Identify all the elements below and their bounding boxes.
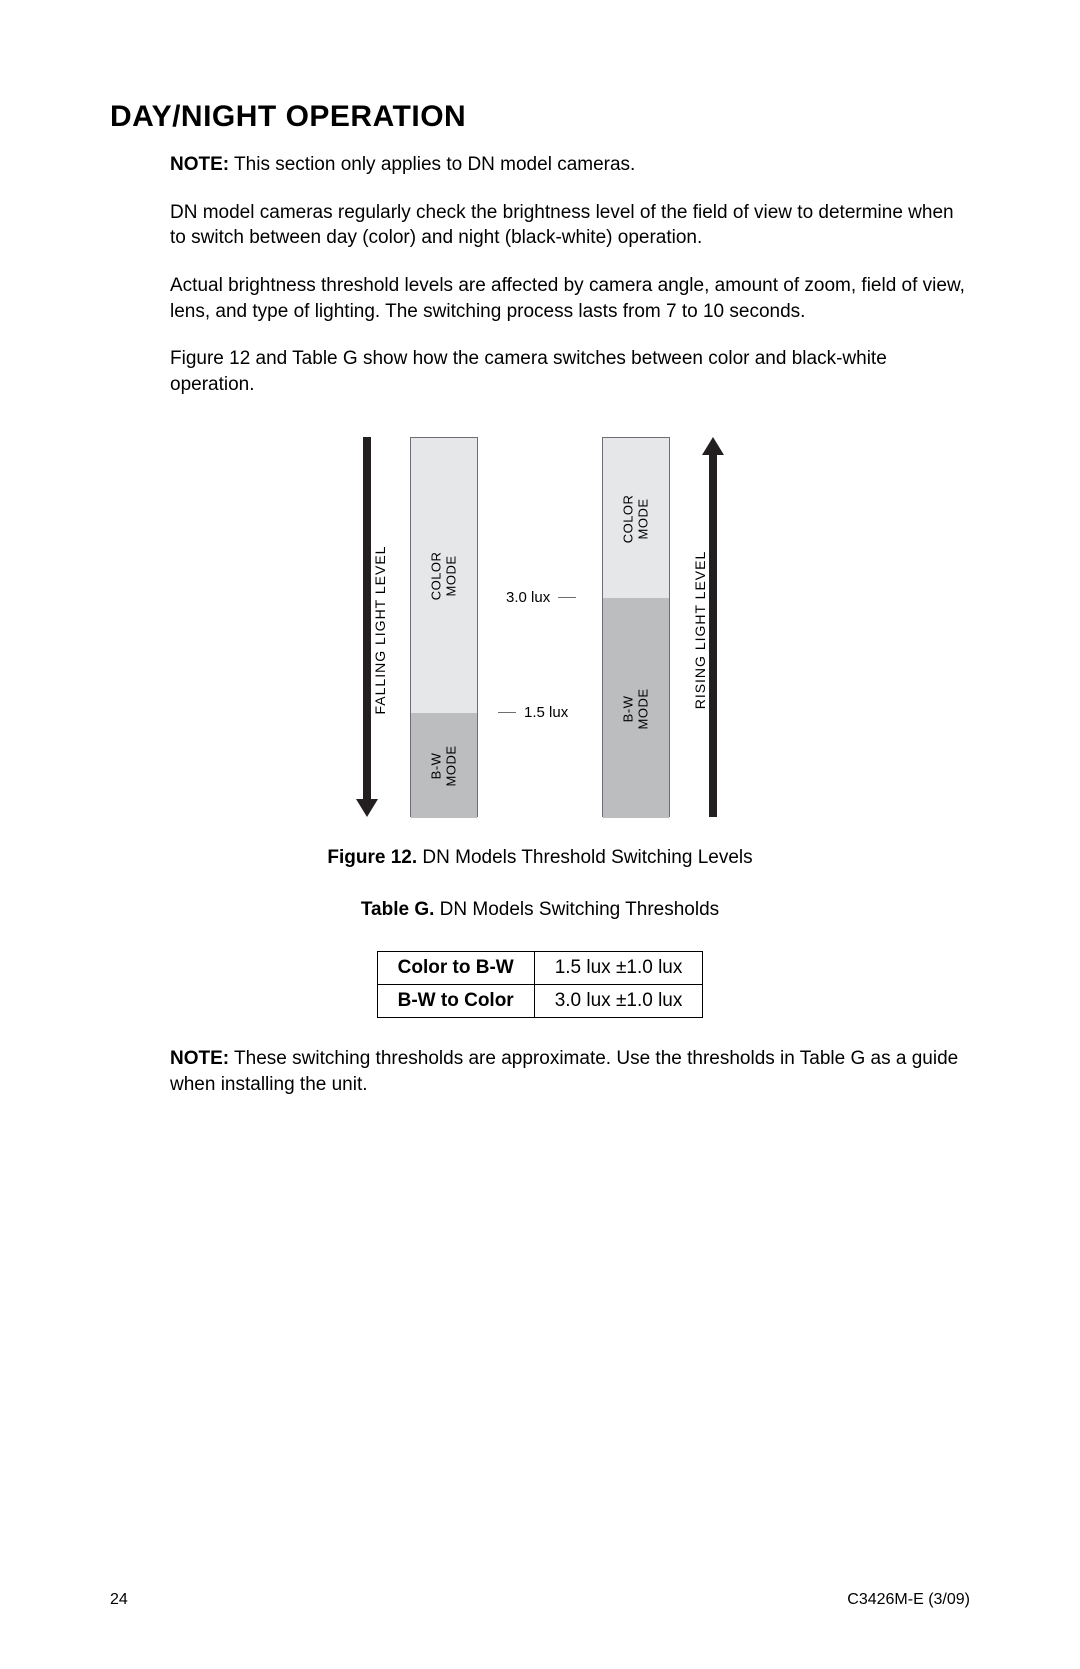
figure-12-inner: FALLING LIGHT LEVEL COLORMODE B-WMODE 3.… bbox=[360, 437, 720, 817]
figure-caption-bold: Figure 12. bbox=[327, 847, 417, 868]
figure-12: FALLING LIGHT LEVEL COLORMODE B-WMODE 3.… bbox=[110, 437, 970, 817]
right-bar: COLORMODE B-WMODE bbox=[602, 437, 670, 817]
right-bar-color-seg: COLORMODE bbox=[603, 438, 669, 598]
table-caption-bold: Table G. bbox=[361, 899, 435, 920]
figure-caption-text: DN Models Threshold Switching Levels bbox=[417, 847, 752, 868]
page-number: 24 bbox=[110, 1591, 128, 1609]
table-row: B-W to Color 3.0 lux ±1.0 lux bbox=[377, 985, 703, 1018]
table-row-label: B-W to Color bbox=[377, 985, 534, 1018]
right-bar-bw-label: B-WMODE bbox=[621, 688, 651, 729]
lux-lower-text: 1.5 lux bbox=[524, 704, 568, 721]
left-bar-bw-seg: B-WMODE bbox=[411, 713, 477, 818]
left-bar-bw-label: B-WMODE bbox=[429, 745, 459, 786]
lux-labels: 3.0 lux 1.5 lux bbox=[478, 437, 602, 817]
rising-arrow bbox=[706, 437, 720, 817]
paragraph-3: Figure 12 and Table G show how the camer… bbox=[170, 346, 970, 397]
right-bar-color-label: COLORMODE bbox=[621, 494, 651, 543]
tick-icon bbox=[558, 597, 576, 598]
lux-upper-text: 3.0 lux bbox=[506, 589, 550, 606]
table-caption-text: DN Models Switching Thresholds bbox=[434, 899, 719, 920]
left-bar: COLORMODE B-WMODE bbox=[410, 437, 478, 817]
table-row-value: 1.5 lux ±1.0 lux bbox=[534, 952, 703, 985]
left-bar-color-label: COLORMODE bbox=[429, 552, 459, 601]
falling-light-label: FALLING LIGHT LEVEL bbox=[372, 540, 388, 720]
doc-code: C3426M-E (3/09) bbox=[847, 1591, 970, 1609]
lux-upper: 3.0 lux bbox=[506, 589, 576, 606]
tick-icon bbox=[498, 712, 516, 713]
page-footer: 24 C3426M-E (3/09) bbox=[110, 1591, 970, 1609]
note-2: NOTE: These switching thresholds are app… bbox=[170, 1046, 970, 1097]
page-title: DAY/NIGHT OPERATION bbox=[110, 100, 970, 134]
table-row: Color to B-W 1.5 lux ±1.0 lux bbox=[377, 952, 703, 985]
note-1: NOTE: This section only applies to DN mo… bbox=[170, 152, 970, 178]
table-caption: Table G. DN Models Switching Thresholds bbox=[110, 899, 970, 921]
note-1-text: This section only applies to DN model ca… bbox=[229, 154, 635, 175]
threshold-table: Color to B-W 1.5 lux ±1.0 lux B-W to Col… bbox=[377, 951, 704, 1018]
table-row-value: 3.0 lux ±1.0 lux bbox=[534, 985, 703, 1018]
note-label: NOTE: bbox=[170, 1048, 229, 1069]
lux-lower: 1.5 lux bbox=[498, 704, 568, 721]
table-row-label: Color to B-W bbox=[377, 952, 534, 985]
figure-caption: Figure 12. DN Models Threshold Switching… bbox=[110, 847, 970, 869]
right-bar-bw-seg: B-WMODE bbox=[603, 598, 669, 818]
rising-light-label: RISING LIGHT LEVEL bbox=[692, 540, 708, 720]
paragraph-1: DN model cameras regularly check the bri… bbox=[170, 200, 970, 251]
note-2-text: These switching thresholds are approxima… bbox=[170, 1048, 958, 1095]
note-label: NOTE: bbox=[170, 154, 229, 175]
paragraph-2: Actual brightness threshold levels are a… bbox=[170, 273, 970, 324]
left-bar-color-seg: COLORMODE bbox=[411, 438, 477, 713]
